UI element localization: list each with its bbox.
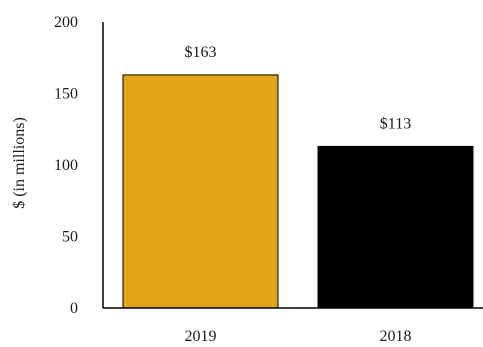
y-axis-title: $ (in millions): [11, 117, 28, 209]
data-labels: $163 $113: [185, 44, 412, 133]
x-axis-labels: 2019 2018: [185, 328, 412, 345]
data-label-2018: $113: [380, 115, 411, 132]
y-axis-ticks: 0 50 100 150 200: [54, 14, 78, 317]
bar-2019: [122, 74, 279, 309]
y-tick-label: 150: [54, 86, 78, 103]
x-tick-label-2019: 2019: [185, 328, 217, 345]
bar-2018: [317, 145, 474, 309]
y-tick-label: 100: [54, 157, 78, 174]
bars: [122, 74, 474, 309]
y-tick-label: 0: [70, 300, 78, 317]
y-tick-label: 200: [54, 14, 78, 31]
x-tick-label-2018: 2018: [380, 328, 412, 345]
data-label-2019: $163: [185, 44, 217, 61]
y-tick-label: 50: [62, 229, 78, 246]
